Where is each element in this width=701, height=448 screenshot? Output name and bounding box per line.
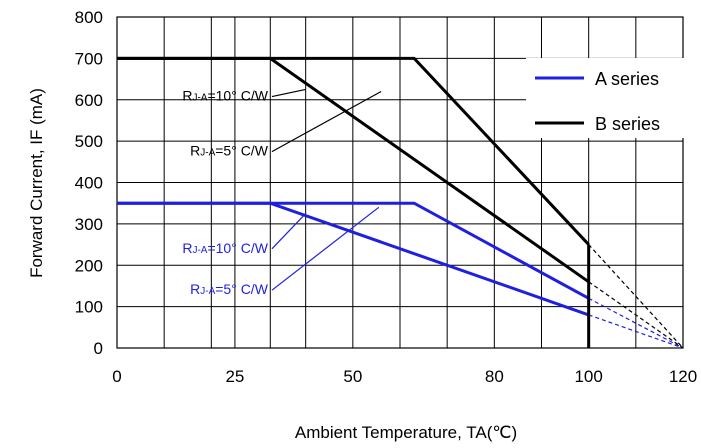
rja-annotation: RJ-A=5° C/W [190,143,269,159]
plot-frame [116,16,684,349]
y-tick-label: 600 [75,91,103,110]
x-tick-label: 120 [669,367,697,386]
rja-annotation: RJ-A=10° C/W [182,88,268,104]
tick-labels: 0 100 200 300 400 500 600 700 800 0 25 50 80 100 120 [75,8,698,386]
x-tick-label: 100 [574,367,602,386]
y-axis-label: Forward Current, IF (mA) [27,88,46,278]
extrapolation-line [588,281,684,349]
annotation-leader [271,213,307,250]
legend-box [526,58,686,138]
y-tick-label: 400 [75,174,103,193]
x-tick-label: 50 [343,367,362,386]
annotations: RJ-A=10° C/W RJ-A=5° C/W RJ-A=10° C/W RJ-A=… [182,88,382,297]
legend-label: B series [595,114,660,134]
y-tick-label: 100 [75,298,103,317]
rja-annotation: RJ-A=10° C/W [182,240,268,256]
y-tick-label: 300 [75,215,103,234]
x-tick-label: 80 [485,367,504,386]
annotation-leader [271,88,306,98]
y-tick-label: 700 [75,49,103,68]
rja-annotation: RJ-A=5° C/W [190,281,269,297]
y-tick-label: 200 [75,256,103,275]
x-tick-label: 0 [112,367,121,386]
legend-label: A series [595,69,659,89]
extrapolation-line [588,314,684,349]
annotation-leader [271,206,380,291]
curves [117,56,684,349]
y-tick-label: 500 [75,132,103,151]
series-curve [117,201,590,317]
x-axis-label: Ambient Temperature, TA(℃) [295,423,517,442]
annotation-leader [271,90,382,153]
y-tick-label: 0 [94,339,103,358]
extrapolation-line [588,297,684,349]
legend: A series B series [526,58,686,138]
x-tick-label: 25 [225,367,244,386]
y-tick-label: 800 [75,8,103,27]
extrapolation-line [588,244,684,349]
series-curve [117,56,590,284]
